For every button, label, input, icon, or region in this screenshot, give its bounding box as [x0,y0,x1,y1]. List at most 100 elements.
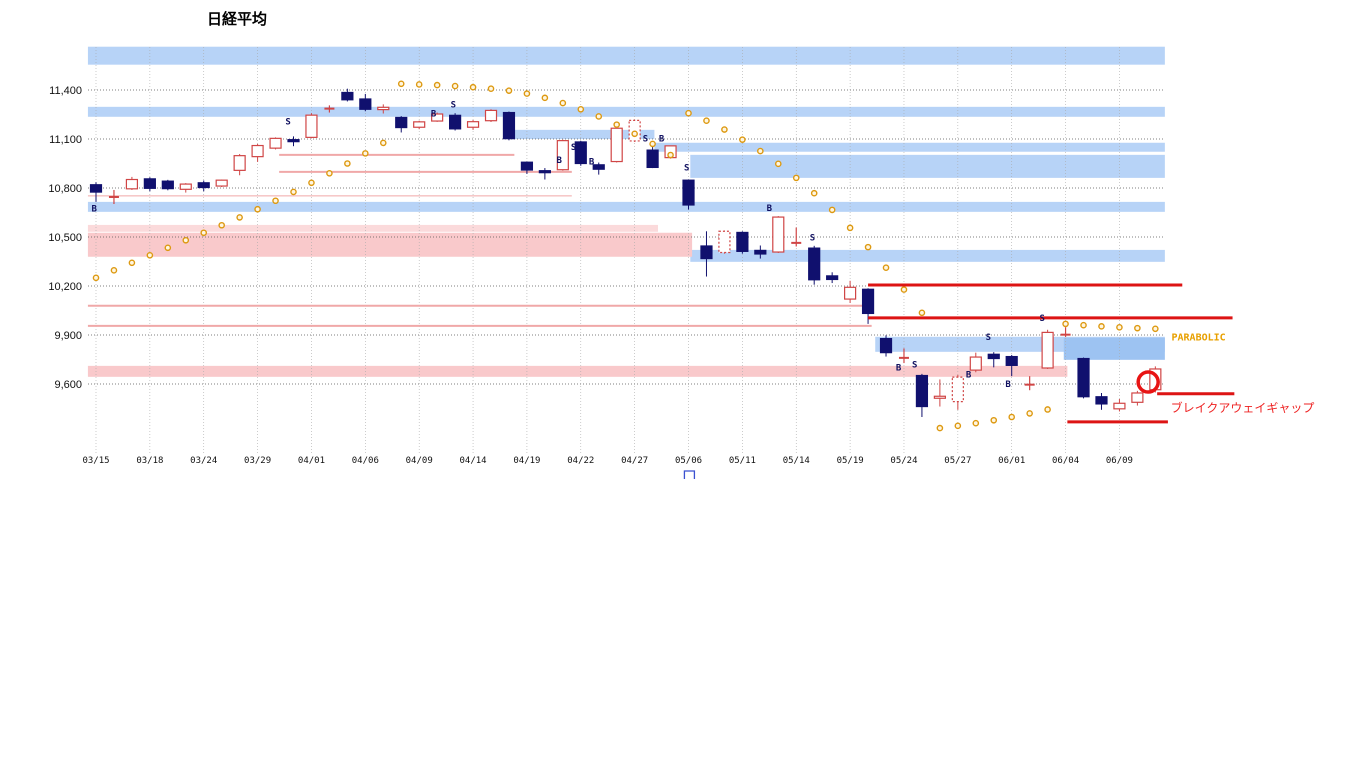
parabolic-sar-dot [541,94,549,102]
candle-body [484,109,498,122]
x-tick-label: 03/15 [82,456,109,466]
zone-band [87,46,1165,65]
candle-body [574,141,587,165]
zone-band [654,142,1165,152]
y-tick-label: 10,500 [48,232,82,244]
candle-body [431,113,444,122]
candle-body [143,178,156,189]
x-tick-label: 06/01 [998,456,1025,466]
parabolic-sar-dot [415,81,423,88]
candle-body [1005,355,1018,366]
parabolic-sar-dot [954,422,962,430]
parabolic-sar-dot [774,160,782,168]
parabolic-sar-dot [685,109,692,117]
parabolic-sar-dot [182,236,190,244]
candle-body [395,116,408,129]
parabolic-sar-dot [290,188,297,196]
candle-body [610,127,623,163]
parabolic-sar-dot [164,244,172,252]
parabolic-sar-dot [703,117,710,125]
parabolic-sar-dot [451,82,459,90]
x-tick-label: 04/01 [298,456,325,466]
candle-body [538,170,551,174]
x-tick-label: 03/29 [244,456,271,466]
candle-body [89,184,103,193]
parabolic-sar-dot [864,243,872,251]
buy-signal-marker: B [1005,380,1011,390]
y-tick-label: 10,800 [48,183,82,195]
candle-body [125,178,139,190]
x-tick-label: 04/09 [406,456,433,466]
candle-body [915,374,929,408]
parabolic-sar-dot [200,229,208,237]
x-tick-label: 05/24 [890,456,917,466]
parabolic-sar-dot [990,416,998,424]
candle-body [341,91,354,101]
parabolic-sar-dot [505,87,513,94]
parabolic-sar-dot [631,130,638,138]
parabolic-sar-dot [1098,323,1105,330]
candle-body [520,161,534,171]
sell-signal-marker: S [1040,314,1045,324]
parabolic-sar-dot [667,151,674,159]
buy-signal-marker: B [557,156,563,166]
candle-body [718,230,731,254]
x-tick-label: 03/24 [190,456,217,466]
parabolic-sar-dot [757,147,764,155]
parabolic-sar-dot [1080,321,1087,329]
x-tick-label: 05/06 [675,456,702,466]
candle-body [1095,396,1108,405]
candle-body [682,179,695,206]
candle-body [197,182,210,189]
candle-body [879,337,893,354]
candle-body [808,247,821,281]
y-tick-label: 11,100 [49,134,82,146]
x-tick-label: 05/27 [944,456,971,466]
x-tick-label: 04/06 [352,456,379,466]
parabolic-label: PARABOLIC [1172,333,1226,344]
candle-body [772,216,785,253]
candle-body [861,288,875,315]
candle-body [736,231,749,252]
parabolic-sar-dot [1152,325,1159,333]
candle-body [1077,357,1090,398]
parabolic-sar-dot [918,309,926,317]
candle-body [305,114,318,138]
x-tick-label: 05/11 [729,456,756,466]
x-tick-label: 06/04 [1052,456,1079,466]
zone-band [87,201,1165,212]
candle-body [359,98,372,110]
parabolic-sar-dot [721,126,728,133]
parabolic-sar-dot [344,160,351,167]
buy-signal-marker: B [589,157,595,167]
y-tick-label: 9,600 [54,379,82,391]
parabolic-sar-dot [846,224,854,232]
x-tick-label: 03/18 [136,456,163,466]
zone-band [1063,337,1165,360]
candle-body [933,395,946,399]
sell-signal-marker: S [643,134,648,144]
candle-body [844,286,857,300]
candle-body [233,155,246,171]
parabolic-sar-dot [739,136,746,143]
candle-body [413,121,426,128]
parabolic-sar-dot [254,205,261,213]
zone-band [690,154,1165,178]
buy-signal-marker: B [767,204,773,214]
parabolic-sar-dot [972,419,980,427]
candle-body [502,111,516,140]
parabolic-sar-dot [397,80,405,88]
parabolic-sar-dot [272,197,279,205]
parabolic-sar-dot [1062,320,1069,328]
breakaway-gap-circle [1136,370,1160,394]
parabolic-sar-dot [308,179,315,187]
candle-body [269,137,282,149]
y-tick-label: 9,900 [54,330,82,342]
candle-body [700,245,713,260]
zone-band [87,232,693,257]
parabolic-sar-dot [487,85,495,92]
parabolic-sar-dot [828,206,836,214]
parabolic-sar-dot [559,99,567,107]
parabolic-sar-dot [810,189,818,197]
